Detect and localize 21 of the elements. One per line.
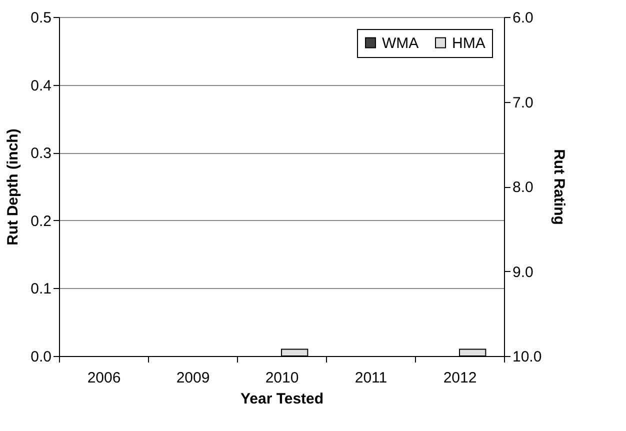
x-tick-label: 2011 [354, 370, 388, 386]
x-tick-label: 2010 [265, 370, 299, 386]
y2-axis-title: Rut Rating [550, 149, 568, 225]
x-tick-label: 2012 [443, 370, 477, 386]
y-tick-label: 0.5 [30, 10, 52, 26]
x-tick-label: 2009 [176, 370, 210, 386]
y-axis-title: Rut Depth (inch) [4, 128, 22, 246]
x-axis-title: Year Tested [240, 390, 324, 408]
x-tick-label: 2006 [87, 370, 121, 386]
y-tick-label: 0.0 [30, 348, 52, 366]
y-tick-label: 0.1 [30, 280, 52, 298]
y-tick-label: 0.4 [30, 77, 52, 94]
y2-tick-label: 8.0 [512, 179, 534, 196]
legend-label: WMA [382, 34, 419, 52]
y2-tick-label: 10.0 [512, 348, 542, 366]
y-tick-label: 0.2 [30, 212, 52, 230]
y2-tick-label: 7.0 [512, 94, 534, 112]
legend-label: HMA [452, 34, 486, 52]
y2-tick-label: 6.0 [512, 10, 534, 26]
y2-tick-label: 9.0 [512, 264, 534, 281]
y-tick-label: 0.3 [30, 145, 52, 162]
